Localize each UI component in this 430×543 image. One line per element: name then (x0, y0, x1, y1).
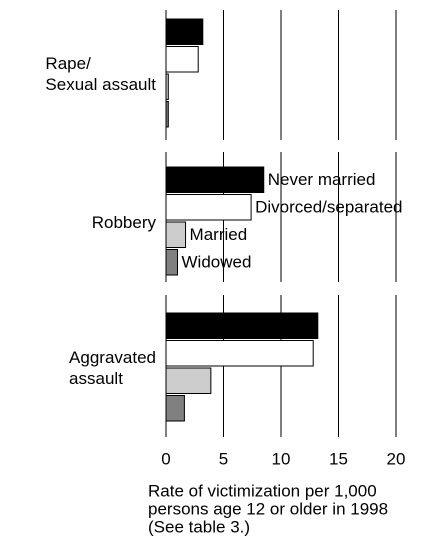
x-axis-label: persons age 12 or older in 1998 (148, 499, 388, 518)
bar (165, 46, 199, 73)
x-tick-label: 15 (329, 449, 348, 468)
bar (165, 73, 169, 100)
x-tick-label: 20 (387, 449, 406, 468)
bar (165, 312, 319, 339)
bar (165, 221, 187, 248)
category-label: Rape/ Sexual assault (45, 54, 156, 94)
legend-label: Widowed (182, 253, 252, 272)
bar (165, 395, 185, 422)
bar (165, 166, 265, 193)
legend-label: Never married (268, 170, 376, 189)
x-tick-label: 0 (161, 449, 170, 468)
x-axis-label: Rate of victimization per 1,000 (148, 481, 377, 500)
legend-label: Divorced/separated (255, 198, 402, 217)
bar (165, 18, 204, 45)
x-axis-label: (See table 3.) (148, 517, 250, 536)
bar (165, 340, 314, 367)
legend-label: Married (190, 225, 248, 244)
bar (165, 367, 212, 394)
category-label: Aggravated assault (69, 348, 156, 388)
bar (165, 249, 178, 276)
x-tick-label: 5 (219, 449, 228, 468)
x-tick-label: 10 (272, 449, 291, 468)
bar (165, 101, 169, 128)
category-label: Robbery (91, 212, 156, 232)
bar (165, 194, 252, 221)
